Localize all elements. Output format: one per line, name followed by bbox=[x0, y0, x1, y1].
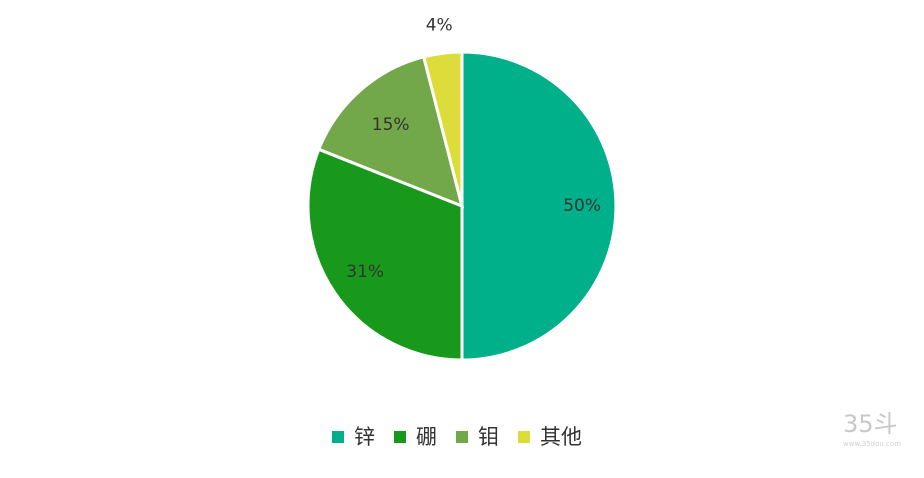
watermark: 35斗 www.35dou.com bbox=[843, 410, 901, 448]
legend-swatch-3 bbox=[456, 431, 468, 443]
slice-label-1: 50% bbox=[563, 196, 601, 216]
legend-label-4: 其他 bbox=[540, 425, 582, 449]
legend-swatch-2 bbox=[394, 431, 406, 443]
watermark-text: 35斗 bbox=[843, 410, 898, 438]
watermark-subtext: www.35dou.com bbox=[843, 440, 901, 448]
legend-label-2: 硼 bbox=[416, 425, 437, 449]
legend: 锌 硼 钼 其他 bbox=[332, 425, 582, 449]
pie-slices bbox=[306, 50, 618, 362]
slice-label-3: 15% bbox=[372, 115, 410, 135]
pie-slice-2 bbox=[306, 147, 464, 362]
pie-slice-3 bbox=[316, 55, 465, 209]
pie-slice-1 bbox=[460, 50, 618, 362]
slice-label-4: 4% bbox=[426, 16, 453, 36]
slice-label-2: 31% bbox=[346, 262, 384, 282]
pie-slice-4 bbox=[421, 50, 464, 207]
legend-label-1: 锌 bbox=[354, 425, 375, 449]
legend-swatch-1 bbox=[332, 431, 344, 443]
legend-label-3: 钼 bbox=[478, 425, 499, 449]
slice-labels: 50% 31% 15% 4% bbox=[346, 16, 601, 282]
legend-swatch-4 bbox=[518, 431, 530, 443]
